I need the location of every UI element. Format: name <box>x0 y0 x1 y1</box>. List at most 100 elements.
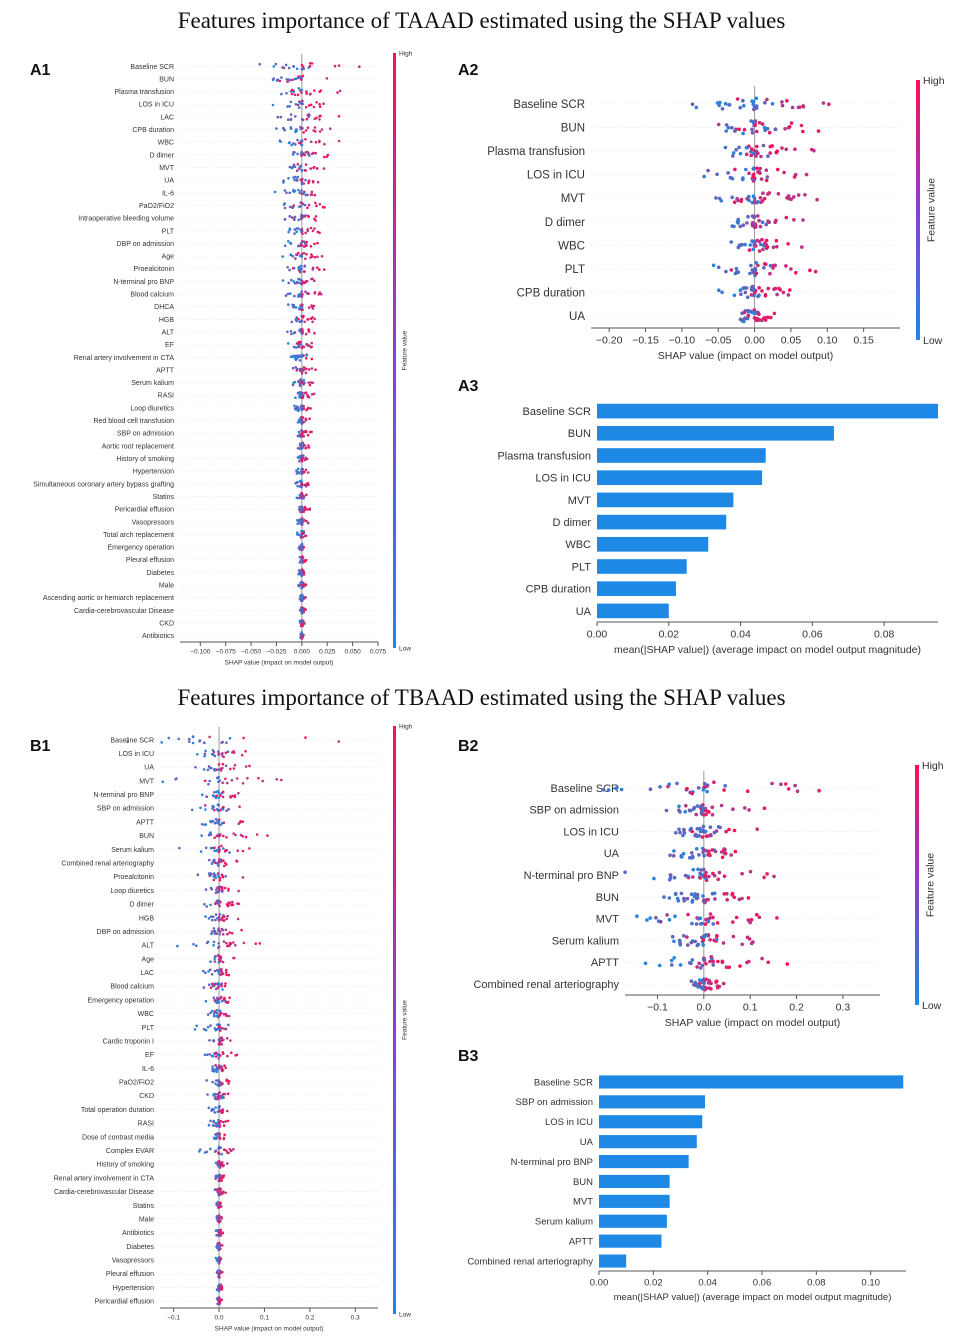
a1-shap-point <box>288 105 292 108</box>
a1-shap-point <box>306 229 310 233</box>
a1-shap-point <box>301 177 304 181</box>
b1-shap-point <box>235 1053 239 1057</box>
a2-shap-point <box>720 107 725 111</box>
b2-shap-point <box>716 985 720 990</box>
a1-shap-point <box>280 92 283 96</box>
b1-shap-point <box>214 1229 218 1232</box>
b1-shap-point <box>210 930 214 933</box>
a1-feature-label: Hypertension <box>133 469 174 476</box>
b2-shap-point <box>716 877 720 882</box>
b2-shap-point <box>701 894 705 898</box>
b1-shap-point <box>218 933 221 936</box>
a1-x-tick-label: 0.075 <box>370 649 387 656</box>
b3-x-tick-label: 0.02 <box>644 1278 663 1289</box>
b3-x-tick-label: 0.00 <box>590 1278 609 1289</box>
a1-shap-point <box>286 330 289 334</box>
a2-shap-point <box>770 102 775 106</box>
b1-shap-point <box>228 737 232 740</box>
b1-feature-label: APTT <box>136 819 155 826</box>
b1-shap-point <box>219 794 222 797</box>
b1-shap-point <box>217 954 221 958</box>
a2-shap-point <box>813 269 818 274</box>
a2-shap-point <box>792 195 796 199</box>
b2-shap-point <box>704 962 708 966</box>
b1-shap-point <box>203 779 207 783</box>
b2-shap-point <box>677 827 681 832</box>
b2-colorbar-label: Feature value <box>925 853 937 917</box>
b1-shap-point <box>215 794 218 798</box>
b1-shap-point <box>217 792 221 795</box>
a1-shap-point <box>322 102 325 105</box>
b2-shap-point <box>700 835 705 839</box>
b1-shap-point <box>214 1055 218 1058</box>
a1-shap-point <box>283 218 287 221</box>
a1-shap-point <box>314 368 317 372</box>
b2-shap-point <box>731 934 736 939</box>
a2-shap-point <box>751 194 756 198</box>
b2-feature-label: SBP on admission <box>529 805 619 817</box>
b2-shap-point <box>757 915 762 920</box>
a3-bar <box>597 448 766 463</box>
b1-x-tick-label: 0.2 <box>305 1315 314 1322</box>
b1-shap-point <box>206 1093 209 1096</box>
b1-shap-point <box>188 737 191 741</box>
b2-feature-label: APTT <box>591 957 619 969</box>
a2-shap-point <box>724 129 728 133</box>
a1-shap-point <box>304 163 308 166</box>
a1-shap-point <box>302 454 305 457</box>
b1-shap-point <box>241 820 244 823</box>
a2-shap-point <box>736 219 741 223</box>
b1-shap-point <box>242 941 246 945</box>
b2-shap-point <box>755 827 759 831</box>
a1-shap-point <box>302 270 306 273</box>
panel-label-b1: B1 <box>30 738 51 755</box>
b1-shap-point <box>215 1008 219 1012</box>
b1-shap-point <box>206 768 210 772</box>
a1-shap-point <box>292 151 295 154</box>
a1-shap-point <box>301 99 304 103</box>
a1-shap-point <box>291 153 295 156</box>
b1-shap-point <box>221 960 225 964</box>
b2-shap-point <box>722 892 726 896</box>
a1-shap-point <box>337 114 341 118</box>
a1-feature-label: D dimer <box>149 152 174 159</box>
a2-feature-label: D dimer <box>545 217 585 229</box>
b1-shap-point <box>235 777 239 780</box>
b1-shap-point <box>218 1091 221 1094</box>
b1-shap-point <box>212 878 216 882</box>
a1-shap-point <box>310 393 314 396</box>
a1-shap-point <box>310 190 314 194</box>
b1-shap-point <box>221 886 224 889</box>
a1-shap-point <box>303 560 307 563</box>
b1-shap-point <box>213 998 217 1002</box>
b1-feature-label: Pleural effusion <box>106 1271 154 1278</box>
b2-shap-point <box>683 810 687 814</box>
a1-shap-point <box>305 90 308 93</box>
b2-shap-point <box>701 938 706 942</box>
b1-shap-point <box>217 1079 221 1082</box>
a2-shap-point <box>780 146 784 150</box>
b1-shap-point <box>209 1147 212 1151</box>
a1-shap-point <box>292 65 295 68</box>
b2-shap-point <box>689 940 694 945</box>
a1-shap-point <box>297 408 300 411</box>
b2-shap-point <box>704 870 708 875</box>
b1-shap-point <box>219 833 222 836</box>
b2-shap-point <box>635 914 639 918</box>
b2-shap-point <box>688 790 692 795</box>
a2-shap-point <box>808 268 812 272</box>
b2-shap-point <box>740 942 744 947</box>
a1-shap-point <box>301 308 304 312</box>
b1-feature-label: PLT <box>142 1025 155 1032</box>
a2-shap-point <box>803 193 807 197</box>
a1-shap-point <box>289 113 293 116</box>
a2-shap-point <box>751 284 755 289</box>
b1-shap-point <box>226 1092 230 1095</box>
a1-shap-point <box>303 607 306 611</box>
a1-shap-point <box>304 468 308 472</box>
a1-shap-point <box>296 175 300 179</box>
b2-shap-point <box>734 915 739 920</box>
a3-category-label: CPB duration <box>526 584 591 596</box>
a1-shap-point <box>314 201 317 205</box>
